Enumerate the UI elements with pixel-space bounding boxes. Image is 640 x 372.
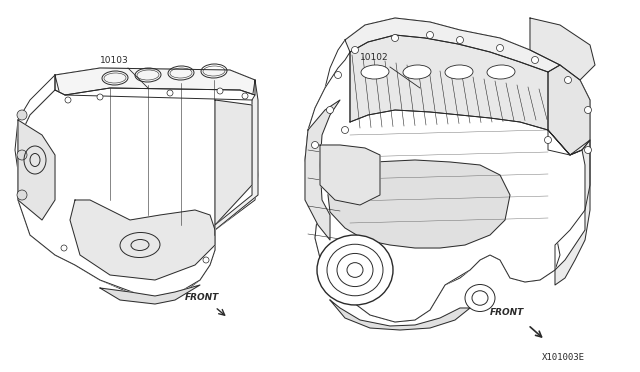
Circle shape (531, 57, 538, 64)
Polygon shape (530, 18, 595, 80)
Text: FRONT: FRONT (490, 308, 524, 317)
Text: 10102: 10102 (360, 53, 388, 62)
Circle shape (335, 71, 342, 78)
Text: X101003E: X101003E (542, 353, 585, 362)
Polygon shape (100, 285, 200, 304)
Ellipse shape (361, 65, 389, 79)
Polygon shape (320, 145, 380, 205)
Text: 10103: 10103 (100, 56, 129, 65)
Polygon shape (330, 300, 470, 330)
Circle shape (61, 245, 67, 251)
Circle shape (203, 257, 209, 263)
Circle shape (426, 32, 433, 38)
Polygon shape (350, 35, 548, 130)
Circle shape (456, 36, 463, 44)
Circle shape (564, 77, 572, 83)
Polygon shape (155, 80, 258, 300)
Circle shape (97, 94, 103, 100)
Circle shape (167, 90, 173, 96)
Circle shape (17, 190, 27, 200)
Circle shape (351, 46, 358, 54)
Polygon shape (548, 130, 590, 285)
Polygon shape (328, 160, 510, 248)
Polygon shape (18, 75, 155, 300)
Text: FRONT: FRONT (185, 293, 220, 302)
Circle shape (326, 106, 333, 113)
Circle shape (65, 97, 71, 103)
Circle shape (584, 106, 591, 113)
Polygon shape (18, 88, 255, 298)
Circle shape (497, 45, 504, 51)
Ellipse shape (317, 235, 393, 305)
Circle shape (584, 147, 591, 154)
Polygon shape (548, 65, 590, 155)
Polygon shape (305, 100, 340, 240)
Ellipse shape (487, 65, 515, 79)
Ellipse shape (403, 65, 431, 79)
Polygon shape (305, 18, 590, 322)
Polygon shape (70, 200, 215, 280)
Circle shape (545, 137, 552, 144)
Polygon shape (55, 68, 255, 95)
Polygon shape (305, 52, 590, 322)
Ellipse shape (465, 285, 495, 311)
Circle shape (312, 141, 319, 148)
Circle shape (217, 88, 223, 94)
Polygon shape (18, 120, 55, 220)
Circle shape (17, 110, 27, 120)
Polygon shape (345, 18, 560, 72)
Circle shape (17, 150, 27, 160)
Circle shape (342, 126, 349, 134)
Polygon shape (15, 68, 258, 300)
Ellipse shape (445, 65, 473, 79)
Polygon shape (215, 100, 252, 225)
Circle shape (242, 93, 248, 99)
Circle shape (392, 35, 399, 42)
